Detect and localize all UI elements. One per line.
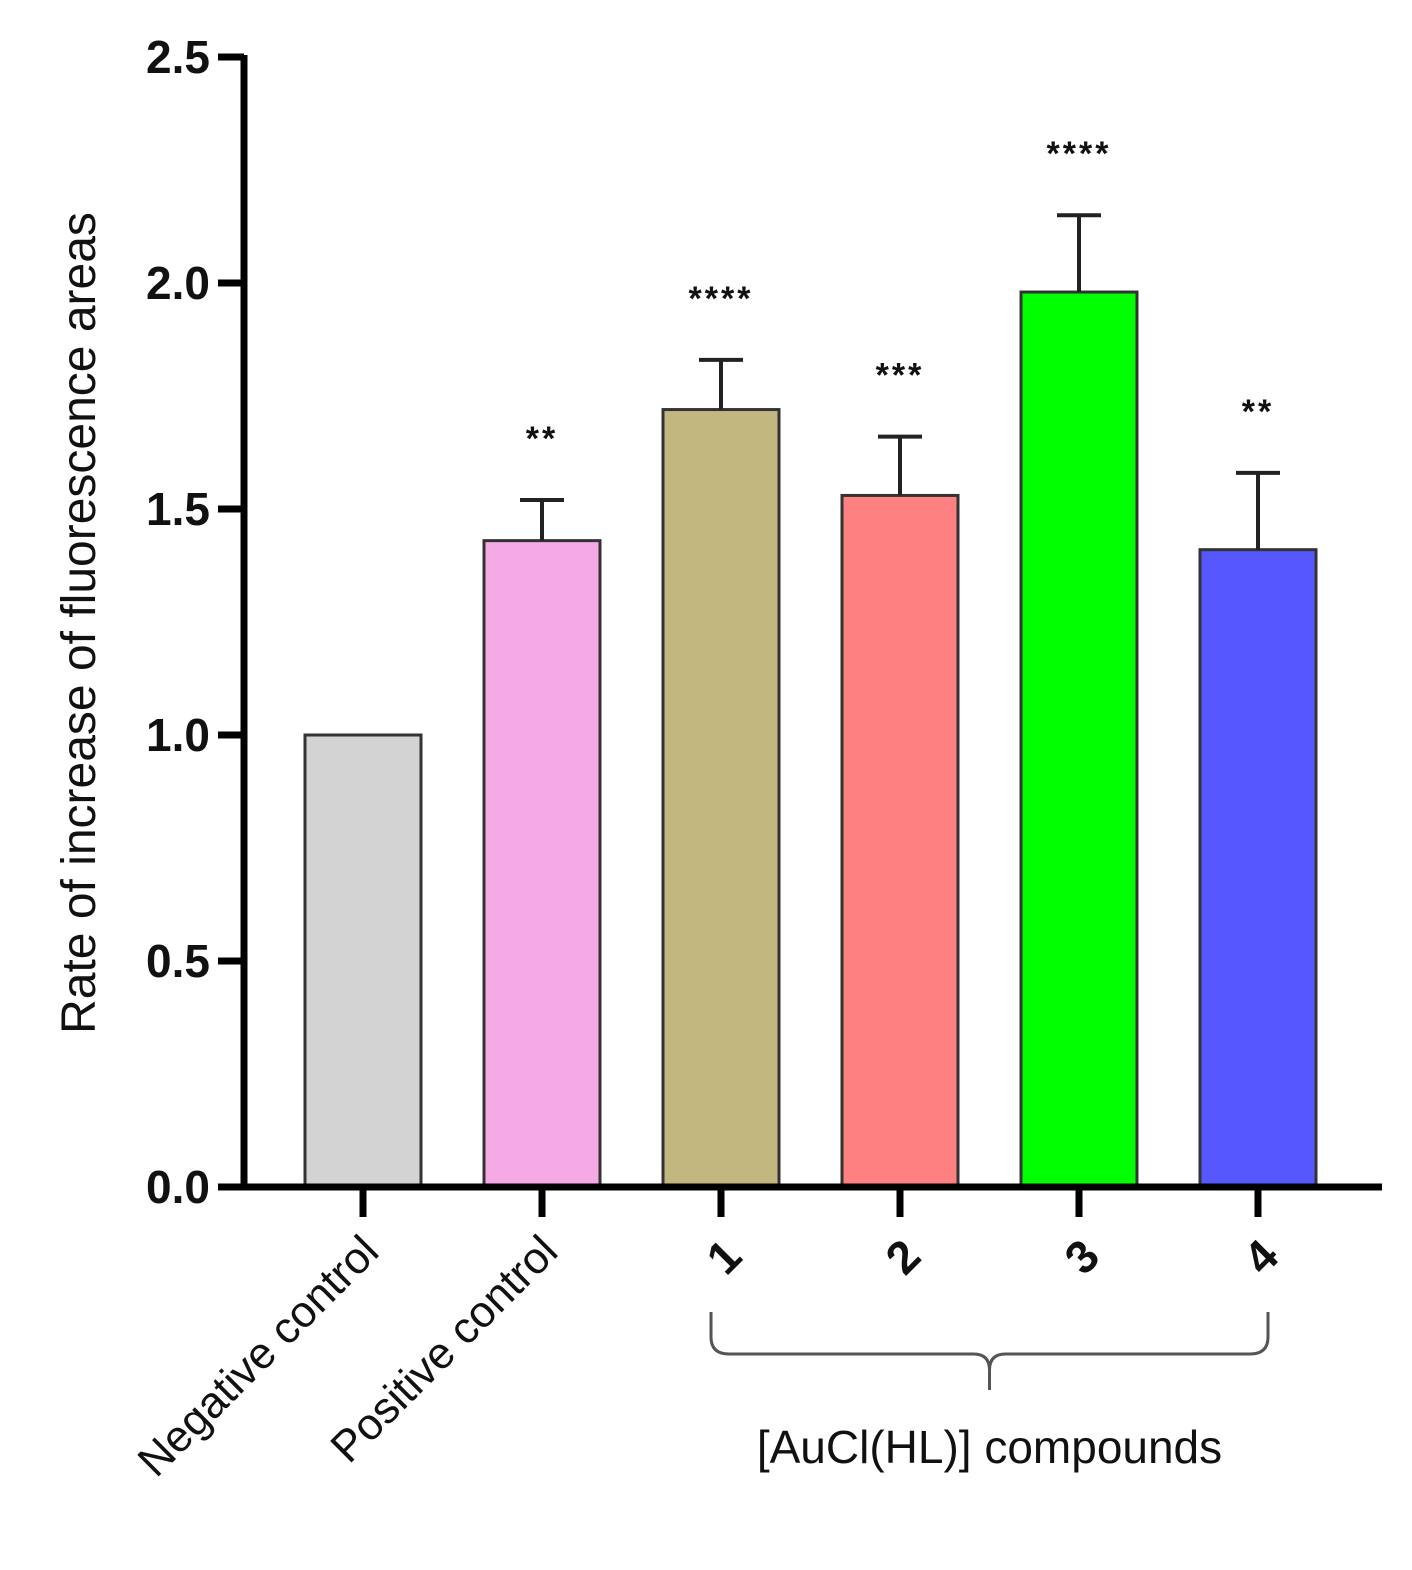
y-axis-label: Rate of increase of fluorescence areas — [53, 212, 106, 1034]
y-tick-label-0.0: 0.0 — [146, 1161, 210, 1213]
y-tick-label-1.5: 1.5 — [146, 483, 210, 535]
x-tick-label-1: 1 — [696, 1229, 751, 1284]
significance-label-4: *** — [876, 357, 925, 395]
axes-group — [218, 53, 1382, 1217]
y-tick-label-2.5: 2.5 — [146, 31, 210, 83]
bar-1 — [303, 733, 423, 1189]
bar-2 — [482, 539, 602, 1189]
y-tick-label-0.5: 0.5 — [146, 935, 210, 987]
group-brace — [709, 1312, 1270, 1390]
bar-4 — [840, 493, 960, 1189]
significance-label-6: ** — [1242, 393, 1274, 431]
bar-5 — [1019, 290, 1139, 1189]
x-tick-label-4: 4 — [1233, 1229, 1288, 1284]
bars-group — [303, 213, 1318, 1189]
x-tick-label-3: 3 — [1054, 1229, 1109, 1284]
y-tick-label-2.0: 2.0 — [146, 257, 210, 309]
y-tick-label-1.0: 1.0 — [146, 709, 210, 761]
significance-label-3: **** — [689, 280, 754, 318]
bar-6 — [1198, 548, 1318, 1189]
significance-label-2: ** — [526, 420, 558, 458]
significance-label-5: **** — [1047, 135, 1112, 173]
bar-3 — [661, 408, 781, 1189]
group-annotation: [AuCl(HL)] compounds — [709, 1312, 1270, 1473]
x-tick-label-2: 2 — [875, 1229, 930, 1284]
group-label: [AuCl(HL)] compounds — [757, 1421, 1222, 1473]
